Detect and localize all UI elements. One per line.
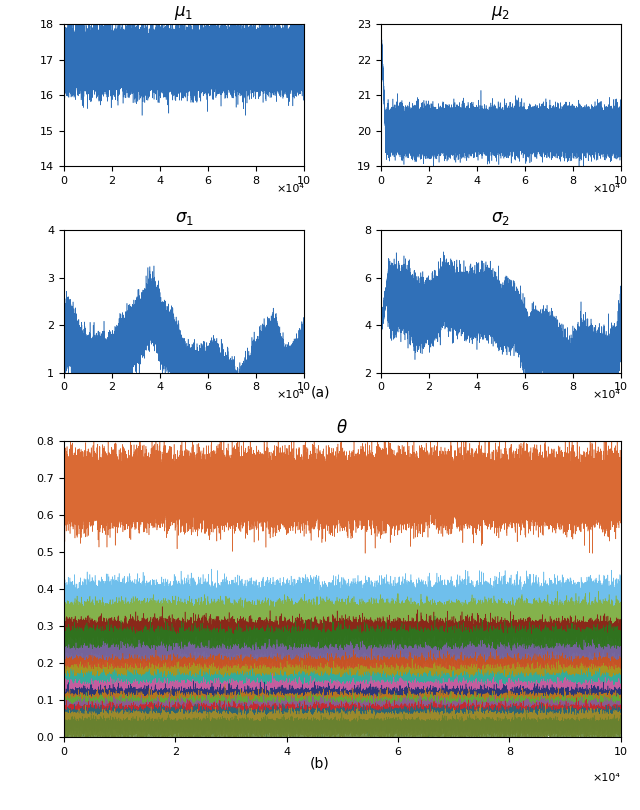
Text: ×10⁴: ×10⁴	[276, 390, 304, 399]
Text: (a): (a)	[310, 386, 330, 400]
Title: $\mu_2$: $\mu_2$	[492, 4, 510, 22]
Text: ×10⁴: ×10⁴	[593, 773, 621, 782]
Text: ×10⁴: ×10⁴	[276, 184, 304, 194]
Title: $\mu_1$: $\mu_1$	[175, 4, 193, 22]
Title: $\theta$: $\theta$	[337, 419, 348, 437]
Text: ×10⁴: ×10⁴	[593, 390, 621, 399]
Text: ×10⁴: ×10⁴	[593, 184, 621, 194]
Title: $\sigma_1$: $\sigma_1$	[175, 209, 193, 227]
Text: (b): (b)	[310, 756, 330, 770]
Title: $\sigma_2$: $\sigma_2$	[492, 209, 510, 227]
